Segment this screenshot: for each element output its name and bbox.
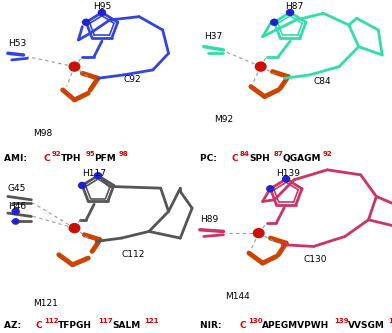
Text: 84: 84 (240, 151, 250, 158)
Text: 92: 92 (52, 151, 62, 158)
Circle shape (69, 224, 80, 232)
Circle shape (287, 9, 294, 16)
Circle shape (267, 186, 274, 192)
Text: 95: 95 (85, 151, 95, 158)
Text: C112: C112 (122, 250, 145, 259)
Text: QGAGM: QGAGM (283, 154, 321, 163)
Circle shape (256, 62, 266, 71)
Text: C: C (36, 321, 43, 330)
Text: C: C (44, 154, 51, 163)
Text: H139: H139 (276, 168, 300, 178)
Text: SALM: SALM (112, 321, 140, 330)
Text: 92: 92 (323, 151, 332, 158)
Text: SPH: SPH (249, 154, 270, 163)
Text: C: C (240, 321, 247, 330)
Text: M98: M98 (33, 129, 53, 138)
Text: TPH: TPH (61, 154, 82, 163)
Text: TFPGH: TFPGH (58, 321, 92, 330)
Text: H89: H89 (200, 215, 218, 224)
Circle shape (94, 172, 102, 178)
Text: 121: 121 (144, 318, 158, 324)
Circle shape (13, 219, 19, 224)
Text: H37: H37 (204, 32, 222, 41)
Text: NIR:: NIR: (200, 321, 225, 330)
Text: C130: C130 (304, 255, 327, 264)
Text: M121: M121 (33, 298, 58, 308)
Text: 139: 139 (334, 318, 348, 324)
Text: 130: 130 (248, 318, 263, 324)
Circle shape (98, 9, 105, 16)
Text: C: C (232, 154, 239, 163)
Text: M92: M92 (214, 115, 233, 125)
Text: H117: H117 (82, 168, 106, 178)
Circle shape (69, 62, 80, 71)
Text: APEGMVPWH: APEGMVPWH (262, 321, 329, 330)
Circle shape (12, 208, 19, 214)
Text: 117: 117 (98, 318, 113, 324)
Text: PFM: PFM (94, 154, 116, 163)
Text: 144: 144 (388, 318, 392, 324)
Text: AMI:: AMI: (4, 154, 30, 163)
Text: H46: H46 (8, 202, 26, 211)
Circle shape (283, 176, 290, 182)
Circle shape (253, 228, 264, 238)
Text: H95: H95 (93, 2, 111, 11)
Text: 112: 112 (44, 318, 58, 324)
Circle shape (83, 19, 90, 25)
Text: C84: C84 (314, 77, 331, 86)
Text: AZ:: AZ: (4, 321, 24, 330)
Text: C92: C92 (123, 75, 141, 85)
Text: H87: H87 (285, 2, 303, 11)
Text: VVSGM: VVSGM (348, 321, 385, 330)
Text: 98: 98 (118, 151, 128, 158)
Text: G45: G45 (8, 183, 26, 193)
Text: 87: 87 (273, 151, 283, 158)
Circle shape (271, 19, 278, 25)
Text: H53: H53 (8, 39, 26, 48)
Text: M144: M144 (225, 292, 250, 301)
Text: PC:: PC: (200, 154, 220, 163)
Circle shape (79, 182, 86, 188)
